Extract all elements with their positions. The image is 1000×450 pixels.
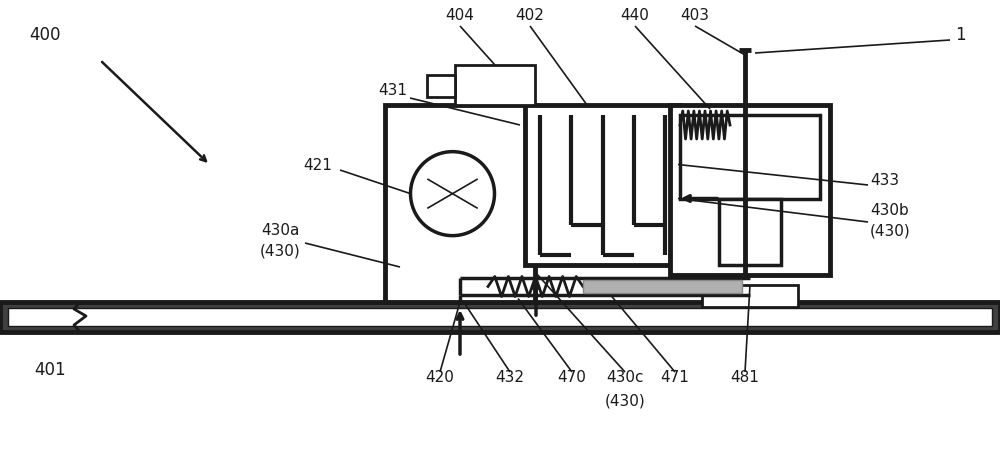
Text: 1: 1 — [955, 26, 965, 44]
Text: 481: 481 — [731, 370, 759, 385]
Text: (430): (430) — [870, 223, 911, 238]
Circle shape — [411, 152, 494, 236]
Bar — [583, 280, 742, 293]
Text: 404: 404 — [446, 8, 474, 23]
Bar — [427, 75, 455, 97]
Bar — [0, 302, 1000, 332]
Text: 401: 401 — [34, 361, 66, 379]
Bar — [8, 308, 992, 326]
Bar — [719, 198, 781, 265]
Text: 421: 421 — [304, 158, 332, 173]
Text: 420: 420 — [426, 370, 454, 385]
Text: 430a: 430a — [261, 223, 299, 238]
Text: (430): (430) — [260, 243, 300, 258]
Text: 403: 403 — [680, 8, 710, 23]
Text: 431: 431 — [378, 83, 408, 98]
Text: 470: 470 — [558, 370, 586, 385]
Bar — [385, 105, 535, 302]
Bar — [680, 115, 820, 198]
Text: 430c: 430c — [606, 370, 644, 385]
Text: 433: 433 — [870, 173, 899, 188]
Text: 402: 402 — [516, 8, 544, 23]
Bar — [455, 65, 535, 105]
Bar — [525, 105, 680, 265]
Text: 400: 400 — [29, 26, 61, 44]
Bar — [702, 285, 798, 307]
Text: (430): (430) — [605, 393, 645, 408]
Text: 471: 471 — [661, 370, 689, 385]
Text: 440: 440 — [621, 8, 649, 23]
Text: 432: 432 — [496, 370, 524, 385]
Bar — [670, 105, 830, 275]
Text: 430b: 430b — [870, 203, 909, 218]
